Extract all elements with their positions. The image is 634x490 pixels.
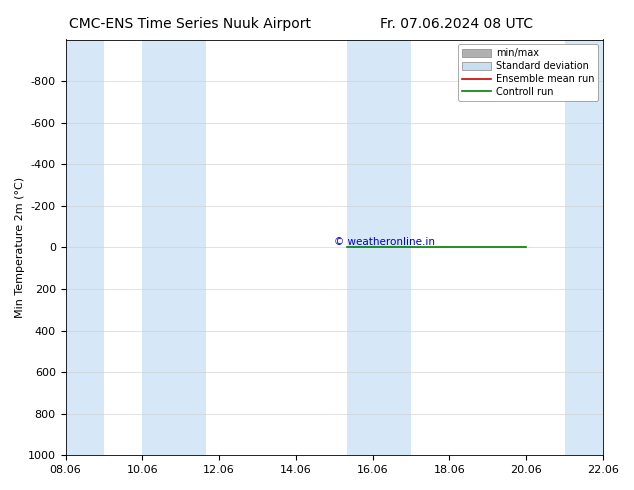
Text: © weatheronline.in: © weatheronline.in (334, 237, 436, 247)
Bar (565, 40, 603, 455)
Text: CMC-ENS Time Series Nuuk Airport: CMC-ENS Time Series Nuuk Airport (69, 17, 311, 31)
Text: Fr. 07.06.2024 08 UTC: Fr. 07.06.2024 08 UTC (380, 17, 533, 31)
Y-axis label: Min Temperature 2m (°C): Min Temperature 2m (°C) (15, 177, 25, 318)
Bar (142, 40, 206, 455)
Bar (65, 40, 104, 455)
Legend: min/max, Standard deviation, Ensemble mean run, Controll run: min/max, Standard deviation, Ensemble me… (458, 45, 598, 101)
Bar (347, 40, 411, 455)
